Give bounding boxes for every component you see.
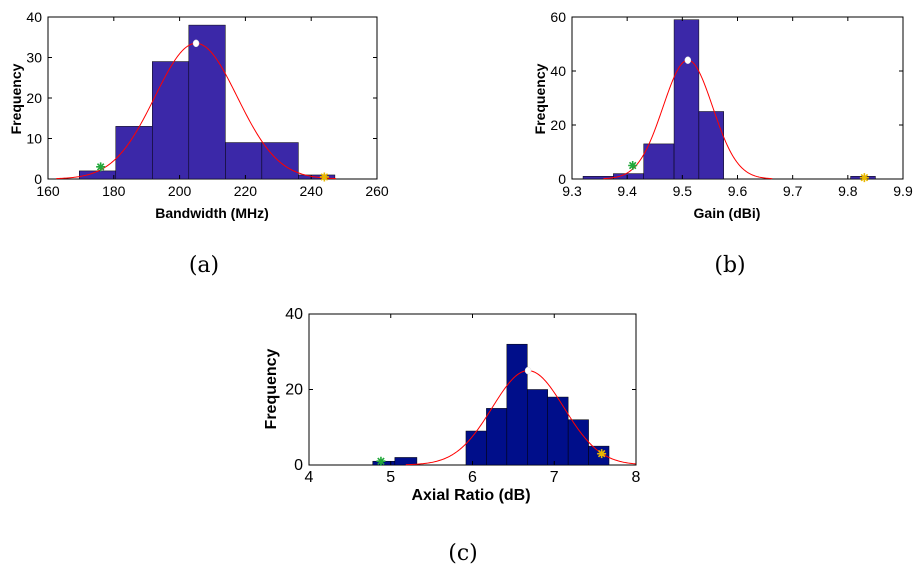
xtick-label-b-3: 9.6 bbox=[728, 183, 748, 199]
ytick-label-a-2: 20 bbox=[26, 90, 42, 106]
xtick-label-b-6: 9.9 bbox=[893, 183, 913, 199]
xtick-label-c-0: 4 bbox=[305, 469, 314, 486]
star-marker-b-0 bbox=[628, 160, 638, 171]
ytick-label-b-2: 40 bbox=[550, 63, 566, 79]
xtick-label-a-0: 160 bbox=[36, 183, 60, 199]
bar-c-4 bbox=[506, 343, 528, 466]
bar-a-0 bbox=[79, 170, 117, 180]
star-marker-c-0 bbox=[376, 456, 386, 466]
bar-a-3 bbox=[188, 24, 226, 180]
ytick-label-c-2: 40 bbox=[285, 306, 303, 323]
mean-marker-a bbox=[192, 39, 200, 48]
xtick-label-b-0: 9.3 bbox=[562, 183, 582, 199]
ylabel-c: Frequency bbox=[263, 348, 280, 429]
ytick-label-b-3: 60 bbox=[550, 9, 566, 25]
xlabel-c: Axial Ratio (dB) bbox=[411, 487, 530, 504]
ytick-label-a-3: 30 bbox=[26, 50, 42, 66]
chart-b: 9.3 9.4 9.5 9.6 9.7 9.8 9.9 0 20 40 60 bbox=[550, 9, 913, 199]
xtick-label-a-2: 200 bbox=[168, 183, 192, 199]
panel-c: (c) Axial Ratio (dB) Frequency bbox=[263, 348, 531, 566]
ytick-label-b-0: 0 bbox=[558, 171, 566, 187]
ytick-label-a-0: 0 bbox=[34, 171, 42, 187]
xtick-label-b-4: 9.7 bbox=[783, 183, 803, 199]
xtick-label-c-1: 5 bbox=[386, 469, 395, 486]
xtick-label-a-4: 240 bbox=[300, 183, 324, 199]
bar-a-2 bbox=[152, 61, 190, 180]
star-marker-b-2 bbox=[859, 173, 869, 183]
caption-c: (c) bbox=[448, 541, 478, 566]
star-marker-c-2 bbox=[597, 449, 607, 459]
xtick-label-b-1: 9.4 bbox=[617, 183, 637, 199]
bar-c-5 bbox=[527, 389, 548, 466]
bar-c-1 bbox=[394, 457, 418, 466]
bar-c-7 bbox=[567, 419, 589, 466]
bar-b-4 bbox=[698, 111, 724, 180]
xtick-label-b-5: 9.8 bbox=[838, 183, 858, 199]
mean-marker-b bbox=[684, 56, 692, 64]
caption-b: (b) bbox=[714, 253, 745, 278]
xtick-label-a-5: 260 bbox=[365, 183, 389, 199]
xtick-label-c-4: 8 bbox=[632, 469, 641, 486]
bar-c-3 bbox=[486, 408, 508, 466]
bar-c-2 bbox=[465, 430, 487, 466]
ytick-label-c-0: 0 bbox=[294, 457, 303, 474]
xtick-label-a-1: 180 bbox=[102, 183, 126, 199]
ytick-label-c-1: 20 bbox=[285, 382, 303, 399]
ytick-label-a-1: 10 bbox=[26, 131, 42, 147]
ylabel-b: Frequency bbox=[532, 63, 548, 134]
xtick-label-b-2: 9.5 bbox=[673, 183, 693, 199]
mean-marker-c bbox=[524, 366, 532, 375]
panel-b: (b) Gain (dBi) Frequency bbox=[532, 63, 760, 278]
star-marker-a-0 bbox=[96, 162, 106, 172]
bar-b-2 bbox=[643, 143, 675, 180]
star-marker-a-2 bbox=[319, 172, 329, 182]
caption-a: (a) bbox=[189, 253, 219, 278]
xlabel-a: Bandwidth (MHz) bbox=[155, 205, 269, 221]
xtick-label-c-2: 6 bbox=[468, 469, 477, 486]
bar-b-3 bbox=[673, 19, 700, 180]
xlabel-b: Gain (dBi) bbox=[694, 205, 761, 221]
bar-a-4 bbox=[225, 142, 263, 180]
panel-a: (a) Bandwidth (MHz) Frequency bbox=[8, 63, 269, 278]
chart-c: 4 5 6 7 8 0 20 40 bbox=[285, 306, 640, 486]
axes-box-b bbox=[571, 16, 904, 180]
ytick-label-a-4: 40 bbox=[26, 9, 42, 25]
ytick-label-b-1: 20 bbox=[550, 117, 566, 133]
bar-a-5 bbox=[261, 142, 299, 180]
ylabel-a: Frequency bbox=[8, 63, 24, 134]
chart-a: 160 180 200 220 240 260 0 10 20 30 40 bbox=[26, 9, 388, 199]
xtick-label-a-3: 220 bbox=[234, 183, 258, 199]
fit-curve-c bbox=[405, 370, 636, 466]
bar-c-6 bbox=[547, 396, 569, 466]
xtick-label-c-3: 7 bbox=[550, 469, 559, 486]
